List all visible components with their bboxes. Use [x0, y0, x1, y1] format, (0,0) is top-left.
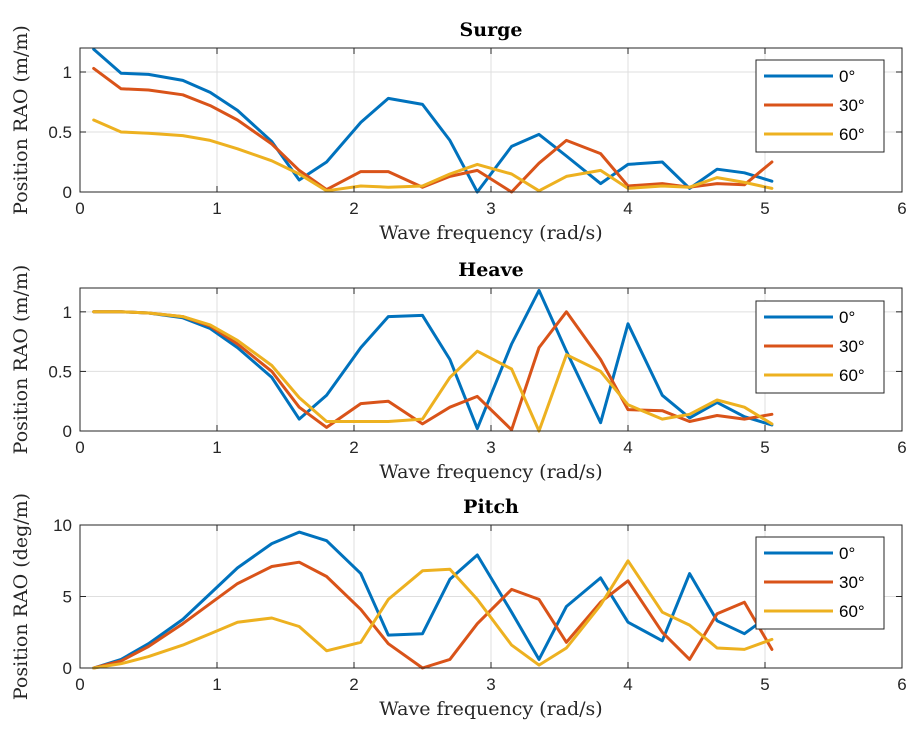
chart-panel-surge: 0 1 2 3 4 5 6 0 0.5 1 Surge Wave frequency (rad/s) P…: [10, 19, 907, 244]
x-axis-label: Wave frequency (rad/s): [379, 461, 602, 483]
series-line-0: [92, 288, 774, 431]
y-tick-label: 1: [63, 63, 72, 82]
x-tick-label: 1: [212, 199, 221, 218]
series-line-2: [92, 118, 774, 193]
series-line-0: [92, 47, 774, 194]
y-tick-label: 1: [63, 303, 72, 322]
x-tick-label: 0: [75, 199, 84, 218]
x-tick-label: 2: [349, 438, 358, 457]
legend: 0° 30° 60°: [755, 59, 885, 153]
x-axis-label: Wave frequency (rad/s): [379, 222, 602, 244]
x-tick-label: 5: [760, 675, 769, 694]
chart-title: Surge: [460, 19, 523, 41]
x-tick-label: 0: [75, 675, 84, 694]
x-tick-label: 6: [897, 199, 906, 218]
x-tick-label: 6: [897, 675, 906, 694]
series-line-2: [92, 559, 774, 670]
x-tick-label: 1: [212, 438, 221, 457]
y-tick-label: 0: [63, 659, 72, 678]
legend-label: 0°: [839, 308, 855, 327]
series-line-0: [92, 530, 774, 670]
y-tick-label: 0.5: [48, 123, 72, 142]
legend-label: 60°: [839, 125, 865, 144]
x-tick-label: 4: [623, 199, 632, 218]
legend-label: 30°: [839, 337, 865, 356]
legend: 0° 30° 60°: [755, 300, 885, 394]
x-tick-label: 0: [75, 438, 84, 457]
y-tick-label: 0: [63, 183, 72, 202]
y-axis-label: Position RAO (m/m): [10, 25, 32, 215]
series-line-1: [92, 66, 774, 194]
series-line-1: [92, 560, 774, 670]
x-tick-label: 2: [349, 675, 358, 694]
y-tick-label: 0: [63, 422, 72, 441]
x-tick-label: 5: [760, 199, 769, 218]
x-tick-label: 3: [486, 675, 495, 694]
series-line-2: [92, 310, 774, 433]
legend-label: 0°: [839, 544, 855, 563]
x-axis-label: Wave frequency (rad/s): [379, 698, 602, 720]
x-tick-label: 5: [760, 438, 769, 457]
legend-label: 60°: [839, 366, 865, 385]
x-tick-label: 1: [212, 675, 221, 694]
chart-title: Pitch: [463, 496, 519, 518]
legend-label: 0°: [839, 67, 855, 86]
x-tick-label: 3: [486, 199, 495, 218]
legend: 0° 30° 60°: [755, 536, 885, 630]
x-tick-label: 6: [897, 438, 906, 457]
chart-panel-pitch: 0 1 2 3 4 5 6 0 5 10 Pitch Wave frequency (rad/s) Po…: [10, 493, 907, 720]
y-axis-label: Position RAO (m/m): [10, 265, 32, 455]
y-tick-label: 10: [53, 516, 72, 535]
y-tick-label: 5: [63, 588, 72, 607]
x-tick-label: 3: [486, 438, 495, 457]
y-axis-label: Position RAO (deg/m): [10, 493, 32, 700]
chart-panel-heave: 0 1 2 3 4 5 6 0 0.5 1 Heave Wave frequency (rad/s) P…: [10, 259, 907, 483]
x-tick-label: 4: [623, 438, 632, 457]
chart-title: Heave: [458, 259, 523, 281]
legend-label: 60°: [839, 602, 865, 621]
y-tick-label: 0.5: [48, 362, 72, 381]
legend-label: 30°: [839, 573, 865, 592]
x-tick-label: 4: [623, 675, 632, 694]
x-tick-label: 2: [349, 199, 358, 218]
legend-label: 30°: [839, 96, 865, 115]
